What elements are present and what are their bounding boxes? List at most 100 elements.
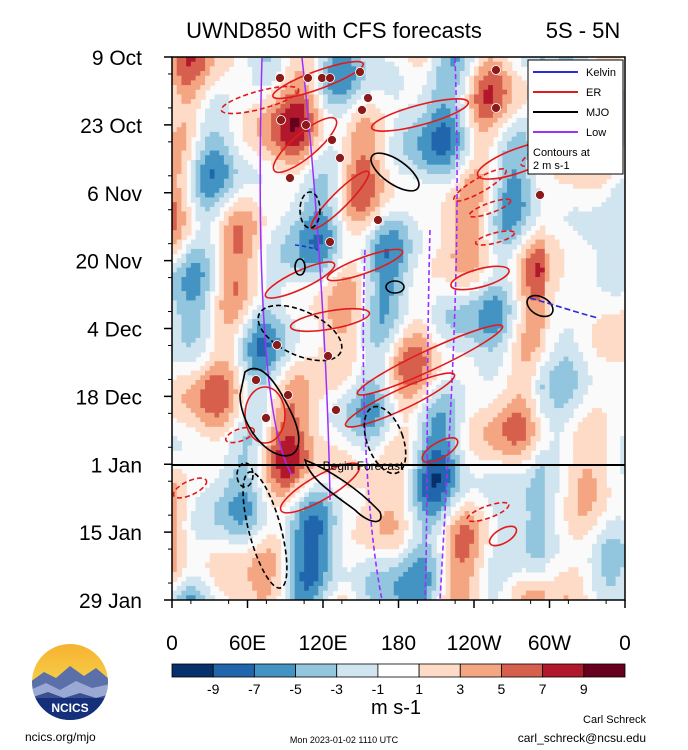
field-cell bbox=[332, 347, 338, 353]
field-cell bbox=[455, 333, 461, 339]
field-cell bbox=[488, 113, 494, 119]
field-cell bbox=[422, 155, 428, 161]
field-cell bbox=[474, 309, 480, 316]
field-cell bbox=[502, 159, 508, 166]
field-cell bbox=[459, 211, 466, 217]
field-cell bbox=[365, 164, 371, 170]
field-cell bbox=[275, 234, 282, 241]
field-cell bbox=[417, 244, 423, 250]
field-cell bbox=[525, 300, 532, 306]
field-cell bbox=[393, 244, 400, 250]
field-cell bbox=[233, 258, 239, 264]
field-cell bbox=[530, 291, 536, 297]
field-cell bbox=[459, 174, 466, 180]
field-cell bbox=[280, 80, 286, 86]
field-cell bbox=[393, 305, 400, 311]
field-cell bbox=[370, 253, 376, 259]
field-cell bbox=[214, 328, 220, 334]
field-cell bbox=[205, 183, 211, 189]
field-cell bbox=[176, 220, 183, 227]
field-cell bbox=[389, 136, 395, 142]
field-cell bbox=[464, 295, 470, 302]
field-cell bbox=[516, 361, 522, 367]
field-cell bbox=[403, 155, 409, 161]
field-cell bbox=[464, 192, 470, 199]
field-cell bbox=[554, 244, 560, 250]
field-cell bbox=[186, 248, 192, 255]
field-cell bbox=[200, 328, 206, 334]
field-cell bbox=[398, 309, 404, 316]
field-cell bbox=[530, 192, 536, 199]
field-cell bbox=[186, 103, 192, 110]
field-cell bbox=[389, 337, 395, 344]
field-cell bbox=[365, 342, 371, 348]
field-cell bbox=[483, 108, 489, 114]
field-cell bbox=[261, 220, 267, 227]
field-cell bbox=[280, 141, 286, 147]
field-cell bbox=[525, 188, 532, 194]
field-cell bbox=[238, 351, 244, 358]
field-cell bbox=[313, 305, 319, 311]
field-cell bbox=[200, 66, 206, 72]
field-cell bbox=[483, 305, 489, 311]
field-cell bbox=[205, 333, 211, 339]
field-cell bbox=[478, 89, 485, 96]
field-cell bbox=[440, 99, 447, 105]
field-cell bbox=[412, 361, 418, 367]
field-cell bbox=[190, 197, 197, 203]
field-cell bbox=[181, 117, 187, 124]
field-cell bbox=[172, 328, 178, 334]
field-cell bbox=[275, 155, 282, 161]
field-cell bbox=[195, 342, 201, 348]
field-cell bbox=[256, 356, 263, 362]
field-cell bbox=[327, 314, 334, 320]
field-cell bbox=[233, 234, 239, 241]
field-cell bbox=[256, 117, 263, 124]
field-cell bbox=[341, 202, 348, 208]
field-cell bbox=[483, 99, 489, 105]
field-cell bbox=[195, 169, 201, 175]
field-cell bbox=[606, 267, 612, 273]
field-cell bbox=[172, 145, 178, 152]
field-cell bbox=[525, 328, 532, 334]
field-cell bbox=[450, 131, 456, 138]
field-cell bbox=[464, 94, 470, 100]
field-cell bbox=[426, 356, 433, 362]
field-cell bbox=[172, 379, 178, 386]
field-cell bbox=[403, 342, 409, 348]
field-cell bbox=[488, 117, 494, 124]
field-cell bbox=[181, 295, 187, 302]
field-cell bbox=[360, 122, 367, 128]
field-cell bbox=[186, 295, 192, 302]
field-cell bbox=[431, 164, 437, 170]
field-cell bbox=[351, 272, 357, 278]
field-cell bbox=[195, 71, 201, 77]
field-cell bbox=[497, 309, 503, 316]
field-cell bbox=[455, 99, 461, 105]
field-cell bbox=[341, 314, 348, 320]
field-cell bbox=[195, 94, 201, 100]
field-cell bbox=[379, 328, 385, 334]
field-cell bbox=[205, 206, 211, 213]
field-cell bbox=[436, 113, 442, 119]
field-cell bbox=[285, 150, 291, 156]
field-cell bbox=[563, 174, 569, 180]
field-cell bbox=[455, 75, 461, 81]
field-cell bbox=[294, 267, 301, 273]
field-cell bbox=[289, 248, 296, 255]
field-cell bbox=[190, 99, 197, 105]
field-cell bbox=[214, 300, 220, 306]
field-cell bbox=[502, 169, 508, 175]
field-cell bbox=[431, 169, 437, 175]
field-cell bbox=[521, 85, 527, 91]
field-cell bbox=[507, 188, 513, 194]
field-cell bbox=[497, 61, 503, 67]
field-cell bbox=[374, 164, 381, 170]
field-cell bbox=[346, 99, 352, 105]
field-cell bbox=[327, 192, 334, 199]
field-cell bbox=[186, 211, 192, 217]
field-cell bbox=[521, 94, 527, 100]
field-cell bbox=[393, 85, 400, 91]
field-cell bbox=[186, 384, 192, 390]
field-cell bbox=[440, 239, 447, 245]
